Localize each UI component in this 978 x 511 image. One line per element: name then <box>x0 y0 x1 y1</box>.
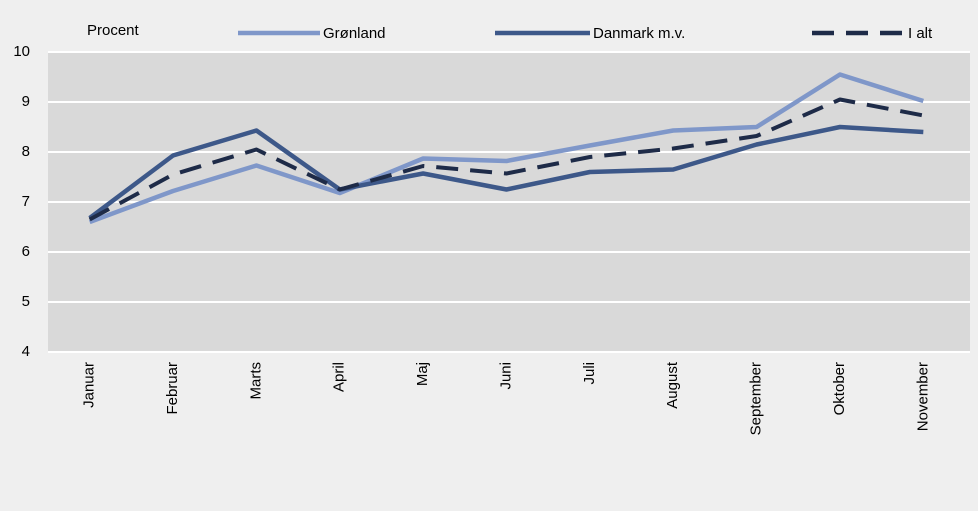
x-tick-label: Marts <box>247 362 264 400</box>
y-tick-label: 10 <box>13 43 30 60</box>
y-tick-label: 6 <box>22 243 30 260</box>
y-axis-label: Procent <box>87 22 140 39</box>
y-tick-label: 7 <box>22 193 30 210</box>
series-line <box>88 124 924 220</box>
x-tick-label: September <box>748 362 765 435</box>
y-tick-label: 4 <box>22 343 30 360</box>
y-tick-label: 8 <box>22 143 30 160</box>
x-tick-label: Juli <box>581 362 598 385</box>
series-line <box>88 97 924 222</box>
x-tick-label: April <box>331 362 348 392</box>
y-tick-label: 9 <box>22 93 30 110</box>
legend-label: Danmark m.v. <box>593 25 685 42</box>
x-tick-label: Februar <box>164 362 181 415</box>
y-tick-label: 5 <box>22 293 30 310</box>
legend-label: Grønland <box>323 25 386 42</box>
series-line <box>88 72 924 225</box>
x-tick-label: Oktober <box>831 362 848 415</box>
x-tick-label: Juni <box>497 362 514 390</box>
x-tick-label: August <box>664 361 681 409</box>
x-tick-label: Maj <box>414 362 431 386</box>
legend-label: I alt <box>908 25 933 42</box>
x-tick-label: Januar <box>81 362 98 408</box>
x-tick-label: November <box>914 362 931 431</box>
